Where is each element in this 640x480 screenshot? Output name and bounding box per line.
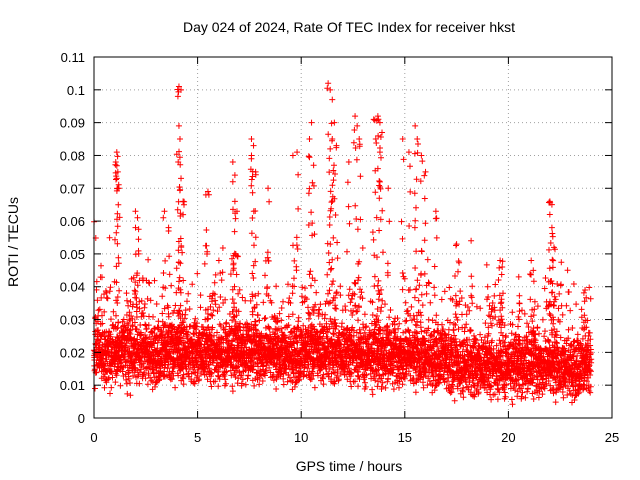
data-point: [325, 80, 332, 87]
data-point: [233, 208, 240, 215]
data-point: [176, 136, 183, 143]
data-point: [379, 129, 386, 136]
x-tick-label: 15: [398, 430, 412, 445]
data-point: [422, 168, 429, 175]
data-point: [310, 162, 317, 169]
data-point: [548, 201, 555, 208]
data-point: [546, 198, 553, 205]
scatter-band: [90, 85, 595, 408]
data-point: [412, 122, 419, 129]
data-point: [231, 172, 238, 179]
data-point: [484, 283, 491, 290]
x-axis-label: GPS time / hours: [296, 458, 403, 474]
data-point: [132, 208, 139, 215]
data-point: [294, 149, 301, 156]
data-point: [231, 198, 238, 205]
y-tick-label: 0.01: [60, 378, 85, 393]
y-tick-label: 0.03: [60, 313, 85, 328]
data-point: [374, 113, 381, 120]
data-point: [453, 241, 460, 248]
data-point: [345, 159, 352, 166]
data-point: [374, 165, 381, 172]
data-point: [329, 136, 336, 143]
data-point: [582, 287, 589, 294]
data-point: [161, 208, 168, 215]
y-tick-label: 0.08: [60, 148, 85, 163]
data-points: [90, 80, 595, 408]
data-point: [250, 142, 257, 149]
data-point: [113, 149, 120, 156]
data-point: [418, 152, 425, 159]
data-point: [499, 264, 506, 271]
data-point: [175, 83, 182, 90]
chart-title: Day 024 of 2024, Rate Of TEC Index for r…: [183, 19, 515, 35]
data-point: [115, 185, 122, 192]
y-tick-label: 0.04: [60, 280, 85, 295]
data-point: [248, 136, 255, 143]
data-point: [327, 145, 334, 152]
x-tick-label: 25: [605, 430, 619, 445]
y-tick-label: 0.05: [60, 247, 85, 262]
data-point: [229, 178, 236, 185]
data-point: [248, 152, 255, 159]
data-point: [327, 86, 334, 93]
data-point: [468, 237, 475, 244]
data-point: [175, 122, 182, 129]
data-point: [329, 96, 336, 103]
data-point: [114, 168, 121, 175]
data-point: [265, 185, 272, 192]
axis-ticks: 0 0.01 0.02 0.03 0.04 0.05 0.06 0.07 0.08 0.09 0.1…: [60, 50, 620, 445]
y-axis-label: ROTI / TECUs: [5, 197, 21, 287]
data-point: [202, 191, 209, 198]
data-point: [229, 159, 236, 166]
data-point: [372, 136, 379, 143]
data-point: [178, 175, 185, 182]
data-point: [331, 119, 338, 126]
y-tick-label: 0.06: [60, 214, 85, 229]
data-point: [306, 136, 313, 143]
data-point: [414, 136, 421, 143]
data-point: [165, 224, 172, 231]
data-point: [405, 149, 412, 156]
y-tick-label: 0: [78, 411, 85, 426]
data-point: [134, 214, 141, 221]
plot-frame: [93, 56, 613, 419]
x-tick-label: 0: [90, 430, 97, 445]
data-point: [112, 159, 119, 166]
y-tick-label: 0.11: [61, 50, 85, 65]
data-point: [180, 198, 187, 205]
data-point: [252, 168, 259, 175]
data-point: [204, 188, 211, 195]
y-tick-label: 0.09: [60, 116, 85, 131]
data-point: [113, 175, 120, 182]
data-point: [528, 257, 535, 264]
y-tick-label: 0.02: [60, 345, 85, 360]
data-point: [530, 267, 537, 274]
data-point: [432, 208, 439, 215]
data-point: [333, 142, 340, 149]
data-point: [356, 136, 363, 143]
data-point: [352, 113, 359, 120]
data-point: [399, 136, 406, 143]
data-point: [178, 86, 185, 93]
data-point: [370, 116, 377, 123]
x-tick-label: 20: [501, 430, 515, 445]
data-point: [546, 211, 553, 218]
x-tick-label: 10: [294, 430, 308, 445]
y-tick-label: 0.07: [60, 181, 85, 196]
data-point: [308, 119, 315, 126]
data-point: [385, 185, 392, 192]
data-point: [354, 122, 361, 129]
data-point: [515, 273, 522, 280]
data-point: [548, 224, 555, 231]
data-point: [376, 119, 383, 126]
data-point: [289, 152, 296, 159]
data-point: [376, 149, 383, 156]
y-tick-label: 0.1: [67, 83, 85, 98]
data-point: [174, 93, 181, 100]
data-point: [497, 257, 504, 264]
x-tick-label: 5: [194, 430, 201, 445]
data-point: [550, 244, 557, 251]
